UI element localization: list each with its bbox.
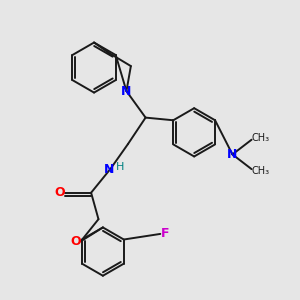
Text: CH₃: CH₃ — [252, 133, 270, 143]
Text: O: O — [70, 235, 81, 248]
Text: F: F — [161, 227, 170, 240]
Text: CH₃: CH₃ — [252, 166, 270, 176]
Text: N: N — [227, 148, 238, 161]
Text: N: N — [103, 163, 114, 176]
Text: O: O — [54, 186, 64, 199]
Text: H: H — [116, 162, 125, 172]
Text: N: N — [121, 85, 132, 98]
